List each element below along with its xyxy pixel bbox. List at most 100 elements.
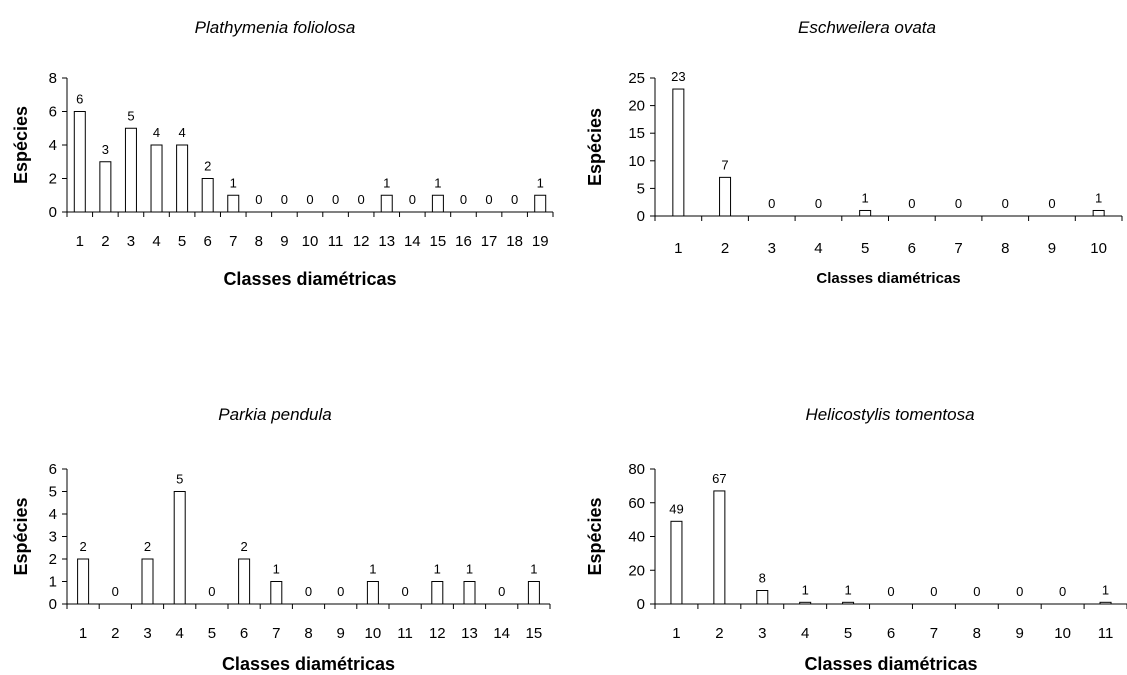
data-label: 0 — [485, 192, 492, 207]
x-tick-label: 2 — [721, 240, 729, 257]
data-label: 0 — [498, 584, 505, 599]
data-label: 1 — [537, 175, 544, 190]
data-label: 1 — [466, 562, 473, 577]
x-tick-label: 14 — [493, 625, 510, 642]
bar — [270, 581, 283, 605]
x-tick-label: 8 — [304, 625, 312, 642]
y-tick-label: 5 — [49, 484, 57, 501]
bar — [1092, 209, 1105, 217]
x-tick-label: 11 — [328, 233, 344, 250]
x-tick-label: 5 — [208, 625, 216, 642]
bar — [173, 491, 186, 605]
data-label: 5 — [127, 108, 134, 123]
data-label: 1 — [273, 562, 280, 577]
x-tick-label: 15 — [526, 625, 543, 642]
x-tick-label: 5 — [844, 625, 852, 642]
bar — [713, 490, 726, 605]
x-tick-label: 15 — [430, 233, 447, 250]
y-tick-label: 6 — [49, 461, 57, 478]
bar — [719, 176, 732, 217]
y-axis-title: Espécies — [585, 108, 605, 186]
x-axis-title: Classes diamétricas — [223, 269, 396, 289]
bar — [1099, 601, 1112, 605]
bar — [73, 111, 86, 213]
y-tick-label: 2 — [49, 551, 57, 568]
x-tick-label: 3 — [758, 625, 766, 642]
bar — [799, 601, 812, 605]
x-tick-label: 7 — [930, 625, 938, 642]
bar — [859, 209, 872, 217]
x-tick-label: 3 — [143, 625, 151, 642]
data-label: 0 — [305, 584, 312, 599]
chart-panel-3: Parkia pendula01234562102235405261708091… — [11, 405, 551, 674]
bar — [756, 590, 769, 605]
chart-title: Parkia pendula — [218, 405, 331, 424]
x-tick-label: 3 — [127, 233, 135, 250]
bar — [527, 581, 540, 605]
y-tick-label: 0 — [49, 596, 57, 613]
data-label: 0 — [1048, 196, 1055, 211]
x-tick-label: 7 — [229, 233, 237, 250]
x-axis-title: Classes diamétricas — [804, 654, 977, 674]
x-tick-label: 10 — [1090, 240, 1107, 257]
data-label: 2 — [144, 539, 151, 554]
bar — [463, 581, 476, 605]
data-label: 1 — [1095, 190, 1102, 205]
data-label: 0 — [1059, 584, 1066, 599]
chart-title: Eschweilera ovata — [798, 18, 936, 37]
x-tick-label: 6 — [240, 625, 248, 642]
data-label: 6 — [76, 92, 83, 107]
x-tick-label: 9 — [1016, 625, 1024, 642]
bar — [99, 161, 112, 213]
x-tick-label: 16 — [455, 233, 472, 250]
y-tick-label: 3 — [49, 529, 57, 546]
data-label: 0 — [332, 192, 339, 207]
data-label: 4 — [153, 125, 160, 140]
data-label: 1 — [844, 582, 851, 597]
data-label: 0 — [337, 584, 344, 599]
data-label: 1 — [369, 562, 376, 577]
x-tick-label: 1 — [672, 625, 680, 642]
x-tick-label: 5 — [861, 240, 869, 257]
data-label: 0 — [1016, 584, 1023, 599]
chart-title: Helicostylis tomentosa — [805, 405, 974, 424]
bar — [366, 581, 379, 605]
x-tick-label: 4 — [801, 625, 809, 642]
data-label: 8 — [759, 571, 766, 586]
data-label: 0 — [281, 192, 288, 207]
x-tick-label: 11 — [1098, 625, 1114, 642]
bar — [431, 581, 444, 605]
y-tick-label: 2 — [49, 171, 57, 188]
data-label: 0 — [908, 196, 915, 211]
y-tick-label: 40 — [628, 529, 645, 546]
x-tick-label: 8 — [1001, 240, 1009, 257]
data-label: 0 — [112, 584, 119, 599]
x-tick-label: 13 — [461, 625, 478, 642]
data-label: 0 — [768, 196, 775, 211]
data-label: 0 — [1002, 196, 1009, 211]
data-label: 23 — [671, 69, 685, 84]
data-label: 5 — [176, 472, 183, 487]
chart-panel-1: Plathymenia foliolosa0246861325344452617… — [11, 18, 554, 289]
bar — [672, 88, 685, 217]
bar — [124, 127, 137, 213]
x-tick-label: 11 — [397, 625, 413, 642]
data-label: 0 — [401, 584, 408, 599]
x-tick-label: 1 — [76, 233, 84, 250]
x-tick-label: 17 — [481, 233, 498, 250]
data-label: 0 — [208, 584, 215, 599]
x-tick-label: 7 — [272, 625, 280, 642]
data-label: 0 — [409, 192, 416, 207]
bar — [842, 601, 855, 605]
x-tick-label: 4 — [176, 625, 184, 642]
y-tick-label: 8 — [49, 70, 57, 87]
y-axis-title: Espécies — [585, 497, 605, 575]
x-tick-label: 19 — [532, 233, 549, 250]
data-label: 2 — [79, 539, 86, 554]
x-tick-label: 2 — [715, 625, 723, 642]
y-tick-label: 15 — [628, 125, 645, 142]
y-tick-label: 0 — [637, 208, 645, 225]
y-tick-label: 25 — [628, 70, 645, 87]
y-tick-label: 0 — [637, 596, 645, 613]
